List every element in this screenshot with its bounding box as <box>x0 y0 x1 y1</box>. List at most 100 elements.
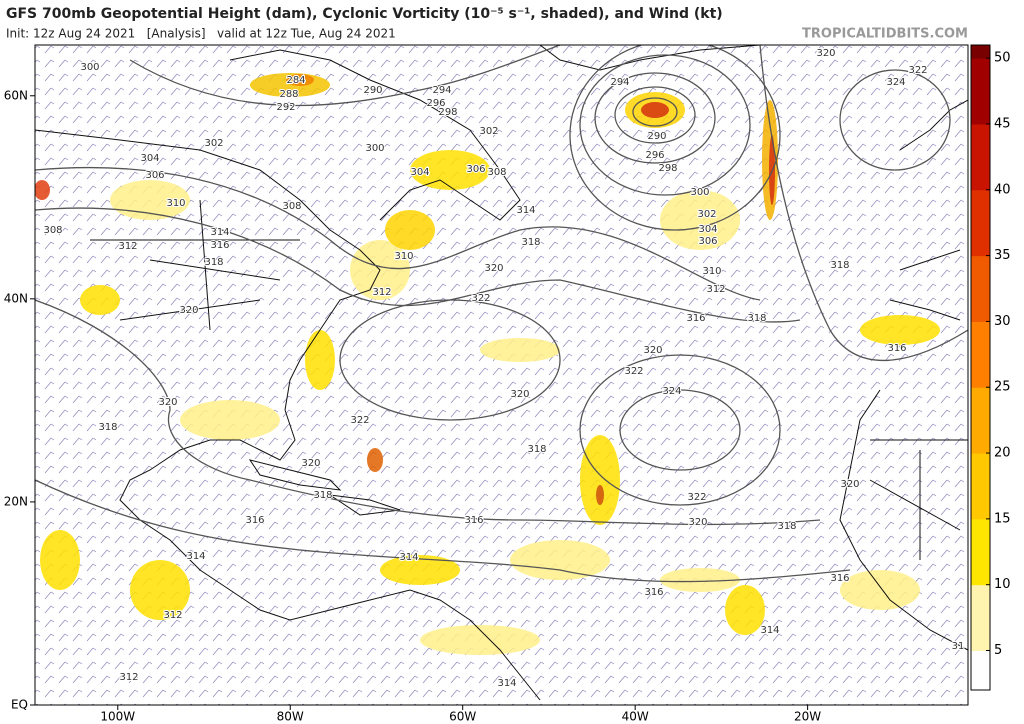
contour-label: 314 <box>210 227 229 238</box>
colorbar-band <box>971 650 990 658</box>
height-contours <box>35 45 968 583</box>
contour-label: 318 <box>747 313 766 324</box>
contour-label: 314 <box>186 551 205 562</box>
colorbar-band <box>971 518 990 531</box>
vorticity-patch <box>305 330 335 390</box>
contour-label: 316 <box>644 587 663 598</box>
contour-label: 304 <box>140 153 159 164</box>
contour-label: 318 <box>98 422 117 433</box>
contour-label: 320 <box>158 397 177 408</box>
colorbar-band <box>971 310 990 322</box>
colorbar-band <box>971 255 990 268</box>
contour-label: 316 <box>830 573 849 584</box>
colorbar-tick-label: 35 <box>994 248 1011 263</box>
colorbar-band <box>971 55 990 59</box>
contour-label: 310 <box>166 198 185 209</box>
vorticity-shading <box>35 73 940 655</box>
colorbar-band <box>971 683 990 691</box>
colorbar-band <box>971 475 990 487</box>
colorbar-band <box>971 676 990 684</box>
colorbar-band <box>971 442 990 454</box>
contour-label: 322 <box>624 366 643 377</box>
vorticity-patch <box>110 180 190 220</box>
contour-label: 318 <box>313 490 332 501</box>
colorbar-band <box>971 211 990 224</box>
coastlines <box>35 45 968 701</box>
contour-label: 310 <box>394 251 413 262</box>
contour-label: 314 <box>399 552 418 563</box>
colorbar-band <box>971 670 990 678</box>
colorbar-band <box>971 354 990 366</box>
contour-label: 314 <box>497 678 516 689</box>
site-name: TROPICALTIDBITS.COM <box>802 27 968 42</box>
colorbar-tick-label: 5 <box>994 643 1002 658</box>
vorticity-patch <box>840 570 920 610</box>
contour-label: 320 <box>816 48 835 59</box>
colorbar-band <box>971 562 990 575</box>
vorticity-patch <box>380 555 460 585</box>
colorbar-band <box>971 420 990 432</box>
contour-label: 320 <box>643 345 662 356</box>
contour-label: 308 <box>487 167 506 178</box>
colorbar-band <box>971 51 990 55</box>
contour-label: 318 <box>521 237 540 248</box>
contour-label: 312 <box>119 672 138 683</box>
colorbar-band <box>971 102 990 114</box>
colorbar-band <box>971 606 990 619</box>
x-tick-label: 60W <box>449 710 476 724</box>
map-frame <box>34 44 969 706</box>
contour-label: 31 <box>952 641 965 652</box>
contour-label: 298 <box>438 107 457 118</box>
colorbar-band <box>971 343 990 355</box>
colorbar-band <box>971 113 990 125</box>
y-tick-label: 20N <box>4 494 28 508</box>
title: GFS 700mb Geopotential Height (dam), Cyc… <box>6 6 723 22</box>
contour-label: 302 <box>204 138 223 149</box>
contour-label: 314 <box>516 205 535 216</box>
colorbar-band <box>971 663 990 671</box>
colorbar-band <box>971 551 990 564</box>
contour-label: 306 <box>466 164 485 175</box>
contour-label: 324 <box>662 386 681 397</box>
contour-label: 314 <box>760 625 779 636</box>
colorbar-tick-label: 20 <box>994 446 1011 461</box>
contour-label: 322 <box>908 65 927 76</box>
vorticity-patch <box>641 102 669 118</box>
colorbar-band <box>971 299 990 311</box>
x-tick-label: 80W <box>277 710 304 724</box>
vorticity-patch <box>385 210 435 250</box>
contour-label: 316 <box>686 313 705 324</box>
colorbar-tick-label: 10 <box>994 577 1011 592</box>
contour-label: 284 <box>286 75 305 86</box>
colorbar-band <box>971 573 990 586</box>
vorticity-patch <box>130 560 190 620</box>
colorbar-band <box>971 387 990 399</box>
colorbar-band <box>971 45 990 48</box>
contour-label: 288 <box>279 89 298 100</box>
contour-label: 318 <box>777 521 796 532</box>
colorbar-tick-label: 40 <box>994 182 1011 197</box>
vorticity-patch <box>180 400 280 440</box>
y-tick-label: 60N <box>4 88 28 102</box>
contour-label: 302 <box>697 209 716 220</box>
contour-label: 312 <box>118 241 137 252</box>
contour-label: 294 <box>610 77 629 88</box>
contour-label: 322 <box>471 293 490 304</box>
contour-label: 304 <box>698 224 717 235</box>
vorticity-patch <box>410 150 490 190</box>
x-tick-label: 100W <box>100 710 135 724</box>
contour-label: 320 <box>484 263 503 274</box>
contour-label: 300 <box>365 143 384 154</box>
contour-label: 316 <box>245 515 264 526</box>
contour-label: 292 <box>276 102 295 113</box>
contour-label: 298 <box>658 163 677 174</box>
colorbar-band <box>971 507 990 520</box>
colorbar-band <box>971 529 990 542</box>
vorticity-patch <box>510 540 610 580</box>
contour-label: 312 <box>706 284 725 295</box>
contour-label: 318 <box>204 257 223 268</box>
contour-label: 306 <box>145 170 164 181</box>
colorbar-band <box>971 321 990 333</box>
colorbar-band <box>971 409 990 421</box>
